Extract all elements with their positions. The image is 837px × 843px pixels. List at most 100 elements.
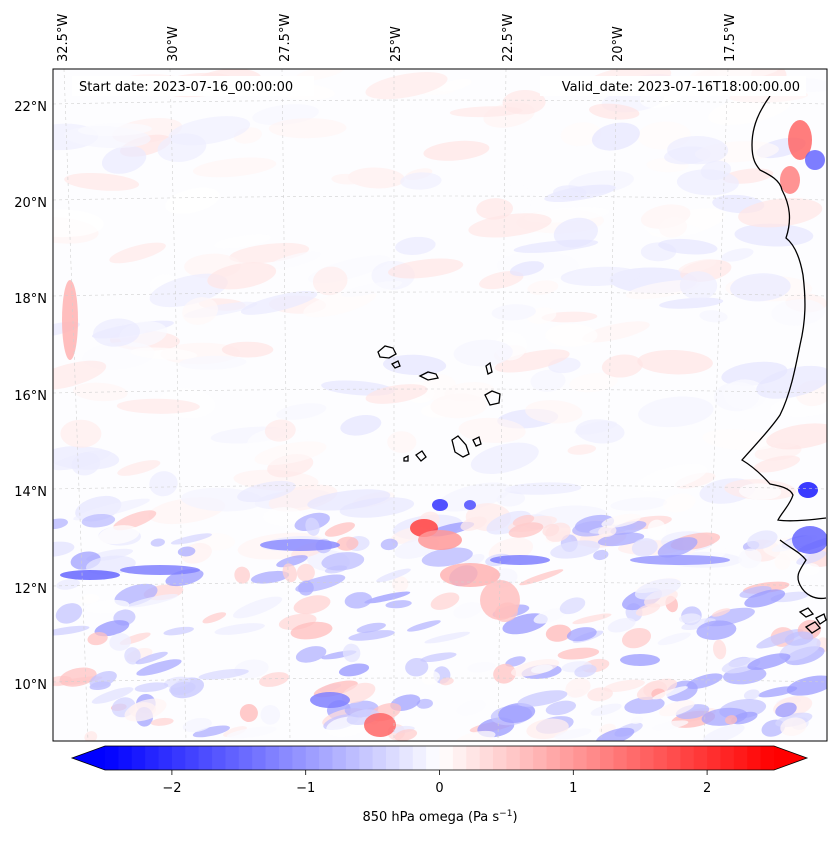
colorbar-level xyxy=(426,746,441,770)
omega-cell xyxy=(572,613,612,625)
omega-cell xyxy=(456,730,496,741)
omega-cell xyxy=(593,549,609,561)
colorbar-level xyxy=(252,746,267,770)
omega-cell xyxy=(98,525,140,545)
colorbar-level xyxy=(466,746,481,770)
omega-cell xyxy=(502,89,546,115)
map-panel xyxy=(53,69,827,741)
omega-feature xyxy=(798,482,818,498)
omega-cell xyxy=(533,608,567,624)
omega-cell xyxy=(295,646,327,663)
omega-feature xyxy=(440,563,500,587)
omega-cell xyxy=(681,618,716,631)
omega-cell xyxy=(509,261,545,277)
map-frame xyxy=(52,68,828,742)
omega-cell xyxy=(494,349,570,373)
bijagos-islands xyxy=(798,607,827,634)
lat-label: 12°N xyxy=(14,582,47,597)
omega-feature xyxy=(60,570,120,580)
colorbar-level xyxy=(666,746,681,770)
omega-cell xyxy=(575,419,625,444)
omega-feature xyxy=(120,565,200,575)
omega-cell xyxy=(774,553,791,570)
lon-label: 22.5°W xyxy=(501,14,516,62)
omega-cell xyxy=(738,548,762,569)
graticule-parallel xyxy=(53,99,827,105)
omega-cell xyxy=(607,617,636,633)
santo-antao-island xyxy=(377,345,397,359)
omega-cell xyxy=(554,728,592,740)
omega-cell xyxy=(53,518,68,530)
omega-cell xyxy=(678,259,717,274)
omega-cell xyxy=(336,536,359,551)
omega-cell xyxy=(710,544,727,558)
colorbar-level xyxy=(600,746,615,770)
omega-cell xyxy=(165,187,220,214)
lon-label: 17.5°W xyxy=(723,14,738,62)
omega-cell xyxy=(657,537,698,558)
omega-cell xyxy=(293,595,331,615)
colorbar-level xyxy=(292,746,307,770)
omega-cell xyxy=(392,576,409,592)
africa-coastline xyxy=(741,95,827,522)
omega-cell xyxy=(567,444,597,455)
omega-cell xyxy=(453,339,513,367)
omega-cell xyxy=(239,704,258,722)
brava-island xyxy=(403,454,409,462)
omega-cell xyxy=(290,621,333,640)
graticule xyxy=(53,69,827,741)
omega-cell xyxy=(207,262,277,290)
omega-cell xyxy=(192,725,231,738)
omega-cell xyxy=(387,431,417,454)
omega-cell xyxy=(504,482,582,495)
colorbar-level xyxy=(519,746,534,770)
omega-cell xyxy=(542,523,560,537)
omega-cell xyxy=(734,223,814,247)
colorbar-level xyxy=(653,746,668,770)
omega-feature xyxy=(418,530,462,550)
omega-cell xyxy=(93,318,140,347)
omega-cell xyxy=(603,679,645,693)
colorbar-level xyxy=(225,746,240,770)
omega-cell xyxy=(468,213,552,238)
omega-cell xyxy=(260,704,281,725)
omega-cell xyxy=(637,349,713,375)
omega-feature xyxy=(364,713,396,737)
omega-cell xyxy=(420,652,457,663)
graticule-meridian xyxy=(63,69,89,741)
omega-cell xyxy=(59,667,97,687)
omega-cell xyxy=(771,299,826,326)
omega-feature xyxy=(780,166,800,194)
omega-cell xyxy=(407,620,441,632)
omega-feature xyxy=(310,692,350,708)
colorbar-outline xyxy=(70,745,809,771)
graticule-parallel xyxy=(53,581,827,587)
omega-cell xyxy=(635,603,661,616)
omega-cell xyxy=(395,236,436,255)
valid-date-label: Valid_date: 2023-07-16T18:00:00.00 xyxy=(562,80,800,95)
omega-cell xyxy=(53,360,107,390)
colorbar-level xyxy=(319,746,334,770)
omega-cell xyxy=(565,677,591,698)
omega-cell xyxy=(517,690,568,707)
omega-cell xyxy=(458,417,526,443)
africa-coastline-south xyxy=(779,539,827,600)
omega-feature xyxy=(480,580,520,620)
omega-cell xyxy=(237,480,296,503)
omega-cell xyxy=(127,594,179,608)
colorbar-level xyxy=(707,746,722,770)
colorbar-level xyxy=(613,746,628,770)
colorbar-level xyxy=(479,746,494,770)
omega-cell xyxy=(64,172,140,191)
latitude-labels: 22°N 20°N 18°N 16°N 14°N 12°N 10°N xyxy=(14,100,47,693)
omega-cell xyxy=(312,266,348,296)
omega-cell xyxy=(439,677,454,686)
lon-label: 30°W xyxy=(166,26,181,62)
colorbar-level xyxy=(385,746,400,770)
omega-cell xyxy=(421,547,473,567)
omega-cell xyxy=(566,627,597,642)
omega-cell xyxy=(739,585,772,599)
omega-cell xyxy=(437,482,511,512)
omega-cell xyxy=(780,717,807,736)
